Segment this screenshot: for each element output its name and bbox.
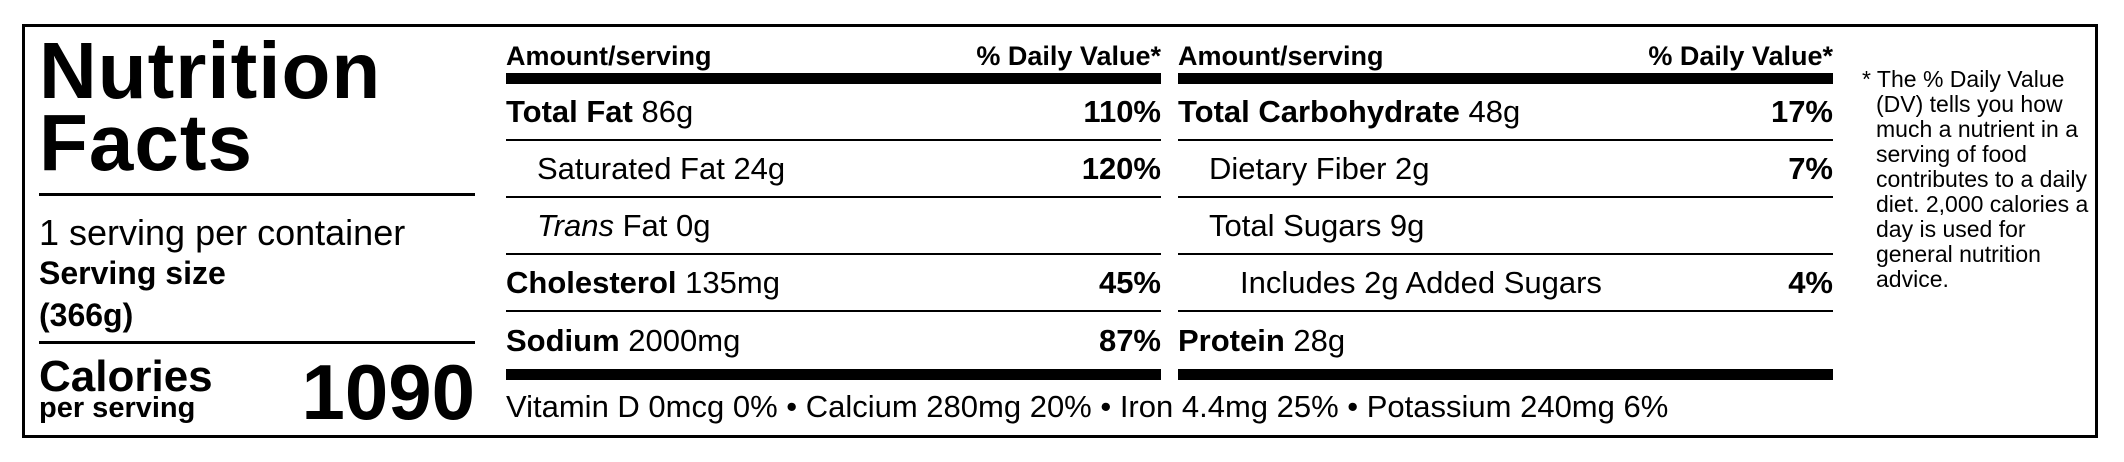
title: Nutrition Facts [39,26,382,187]
thick-bar [506,369,1161,380]
calories-label: Calories [39,352,213,401]
nutrient-name: Fat 0g [622,207,711,243]
thick-bar [506,73,1161,84]
header-text: % Daily Value* [976,41,1161,71]
nutrient-amount: 135mg [685,264,780,300]
nutrient-row: Protein 28g [1178,312,1833,369]
nutrition-label: Nutrition Facts 1 serving per container … [22,24,2098,438]
nutrient-row: Total Carbohydrate 48g 17% [1178,84,1833,141]
nutrient-row: Sodium 2000mg 87% [506,312,1161,369]
column-header: Amount/serving % Daily Value* [506,41,1161,72]
nutrient-row: Saturated Fat 24g 120% [506,141,1161,198]
daily-value: 7% [1788,150,1833,186]
nutrient: Cholesterol 135mg [506,265,780,301]
nutrient-row: Total Fat 86g 110% [506,84,1161,141]
header-text: Amount/serving [506,41,712,71]
divider [39,193,475,196]
nutrient-italic: Trans [537,207,614,243]
nutrient-name: Includes 2g Added Sugars [1240,264,1602,300]
nutrient-amount: 48g [1468,93,1521,129]
daily-value: 110% [1083,93,1161,129]
thick-bar [1178,369,1833,380]
nutrient-name: Cholesterol [506,264,677,300]
nutrient-name: Protein [1178,322,1285,358]
nutrient-row: Trans Fat 0g [506,198,1161,255]
header-text: Amount/serving [1178,41,1384,71]
divider [39,341,475,344]
calories: 1090 [301,348,475,436]
serving-size-label: Serving size [39,255,226,291]
nutrient-amount: 28g [1293,322,1346,358]
nutrient: Total Sugars 9g [1209,208,1424,244]
column-header: Amount/serving % Daily Value* [1178,41,1833,72]
vitamins: Vitamin D 0mcg 0% • Calcium 280mg 20% • … [506,389,1669,424]
nutrient-amount: 2000mg [628,322,741,358]
daily-value: 45% [1098,264,1161,300]
nutrient-name: Total Fat [506,93,633,129]
nutrient: Trans Fat 0g [537,208,710,244]
daily-value: 17% [1770,93,1833,129]
servings: 1 serving per container [39,212,406,253]
nutrient-row: Dietary Fiber 2g 7% [1178,141,1833,198]
nutrient-name: Dietary Fiber 2g [1209,150,1430,186]
thick-bar [1178,73,1833,84]
nutrient: Saturated Fat 24g [537,151,785,187]
calories-sub: per serving [39,392,196,424]
nutrient-row: Total Sugars 9g [1178,198,1833,255]
serving-size: (366g) [39,297,134,333]
nutrient-name: Saturated Fat 24g [537,150,786,186]
nutrient: Protein 28g [1178,323,1345,359]
nutrient-name: Total Sugars 9g [1209,207,1425,243]
nutrient-row: Includes 2g Added Sugars 4% [1178,255,1833,312]
nutrient: Sodium 2000mg [506,323,740,359]
nutrient: Total Fat 86g [506,94,693,130]
daily-value: 120% [1081,150,1161,186]
nutrient: Total Carbohydrate 48g [1178,94,1520,130]
daily-value: 4% [1788,264,1833,300]
nutrient-name: Total Carbohydrate [1178,93,1460,129]
nutrient: Includes 2g Added Sugars [1240,265,1602,301]
header-text: % Daily Value* [1648,41,1833,71]
footnote: * The % Daily Value (DV) tells you how m… [1862,66,2089,292]
nutrient-row: Cholesterol 135mg 45% [506,255,1161,312]
nutrient: Dietary Fiber 2g [1209,151,1430,187]
nutrient-name: Sodium [506,322,620,358]
nutrient-amount: 86g [641,93,694,129]
daily-value: 87% [1098,322,1161,358]
